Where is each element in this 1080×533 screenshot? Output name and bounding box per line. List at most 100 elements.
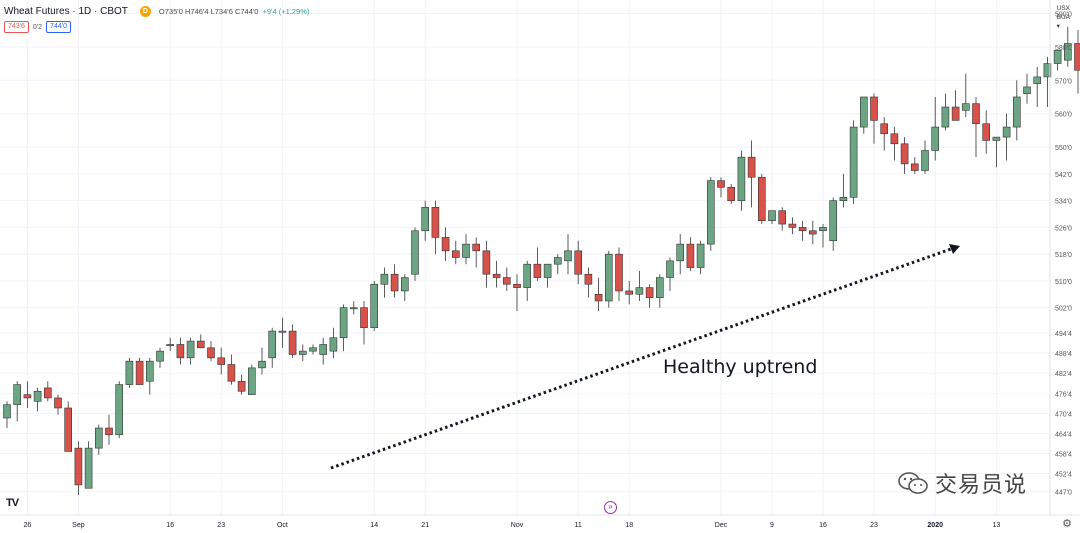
price-tick-label: 570'0 [1055, 78, 1072, 85]
candle [615, 247, 623, 301]
price-tick-label: 447'0 [1055, 490, 1072, 497]
candle-body-up [1023, 86, 1031, 94]
currency-sub: BUA [1056, 14, 1070, 21]
price-tick-label: 458'4 [1055, 451, 1072, 458]
candle-body-up [564, 250, 572, 262]
candle-body-down [757, 176, 766, 222]
candle-body-up [737, 156, 746, 201]
gear-icon[interactable]: ⚙ [1062, 518, 1072, 530]
symbol-title[interactable]: Wheat Futures · 1D · CBOT [4, 5, 128, 17]
candle-body-down [972, 103, 980, 125]
candle-body-down [105, 427, 113, 436]
candle-body-down [390, 273, 399, 292]
candle-body-down [594, 293, 603, 302]
price-tick-label: 502'0 [1055, 306, 1072, 313]
price-tick-label: 452'4 [1055, 472, 1072, 479]
candle-body-up [156, 350, 164, 362]
candle-body-up [543, 263, 552, 278]
bid-box[interactable]: 743'6 [4, 21, 29, 33]
candle [992, 136, 1001, 168]
time-tick-label: 23 [870, 522, 878, 529]
candle [482, 240, 491, 288]
candle-body-up [309, 347, 317, 352]
candle-body-down [574, 250, 583, 275]
candle [829, 197, 838, 251]
candle [982, 110, 991, 154]
candle [492, 260, 501, 288]
candle-body-up [523, 263, 532, 288]
candle-body-down [23, 394, 32, 399]
candle [553, 254, 562, 275]
time-tick-label: 11 [575, 522, 582, 529]
candle [890, 127, 899, 161]
time-tick-label: 16 [166, 522, 174, 529]
candle [870, 93, 878, 144]
candle [431, 200, 440, 255]
candle [23, 381, 32, 408]
candle [176, 337, 185, 365]
wechat-icon [898, 472, 928, 494]
candle-body-up [1064, 43, 1072, 61]
candle-body-down [54, 397, 62, 409]
candle-body-down [808, 230, 817, 235]
candle [839, 173, 848, 208]
candle [339, 304, 348, 352]
candle [737, 150, 746, 211]
candle [33, 387, 42, 412]
price-axis[interactable]: 447'0 452'4 458'4 464'4 470'4 476'4 482'4 488'4… [1055, 11, 1072, 496]
candle [278, 317, 287, 348]
candle [788, 217, 797, 235]
candle [156, 347, 164, 368]
candle-body-down [64, 407, 72, 452]
candle-body-up [411, 230, 419, 275]
candle-body-up [115, 384, 123, 436]
candle [951, 90, 960, 121]
candle-body-up [696, 243, 705, 268]
candle-body-down [492, 273, 501, 278]
candle-body-up [992, 136, 1001, 141]
candle-body-down [778, 210, 787, 225]
candle-body-down [533, 263, 542, 278]
candle-body-up [329, 337, 338, 352]
candle [197, 334, 205, 349]
candle-body-up [604, 253, 613, 302]
replay-icon[interactable]: » [604, 501, 617, 514]
candle-body-up [1033, 76, 1041, 84]
time-tick-label: 14 [370, 522, 378, 529]
candle-body-up [1002, 126, 1011, 138]
candle [227, 354, 236, 385]
candle [146, 357, 154, 395]
candle-body-up [676, 243, 685, 262]
time-tick-label: Nov [511, 522, 524, 529]
currency-selector[interactable]: USX BUA ▾ [1057, 4, 1070, 31]
candle-body-up [1012, 96, 1021, 128]
candle-body-up [931, 126, 940, 151]
candle-body-up [268, 330, 277, 359]
candle-body-up [166, 344, 174, 346]
candle [380, 267, 389, 298]
candle-body-up [635, 287, 644, 295]
candle-body-up [95, 427, 103, 449]
candle-body-down [176, 344, 185, 359]
candle-body-up [349, 307, 358, 310]
price-tick-label: 526'0 [1055, 225, 1072, 232]
price-tick-label: 494'4 [1055, 331, 1072, 338]
candle-body-up [370, 283, 379, 329]
time-axis[interactable]: 26 Sep 16 23 Oct 14 21 Nov 11 18 Dec 9 16 23 2020 13 [24, 522, 1001, 529]
candle [900, 137, 909, 174]
candle-body-up [859, 96, 868, 128]
candle [819, 224, 827, 248]
tradingview-logo[interactable]: TV [6, 497, 19, 509]
candle [604, 250, 613, 308]
candle-body-down [237, 380, 246, 392]
candle [298, 344, 307, 362]
time-tick-label: 2020 [927, 522, 943, 529]
candle-body-down [870, 96, 878, 121]
candle [910, 157, 919, 174]
candle [13, 381, 21, 422]
ask-box[interactable]: 744'0 [46, 21, 71, 33]
candle-body-up [921, 150, 929, 171]
candle-body-up [553, 257, 562, 265]
candle-body-up [33, 390, 42, 402]
